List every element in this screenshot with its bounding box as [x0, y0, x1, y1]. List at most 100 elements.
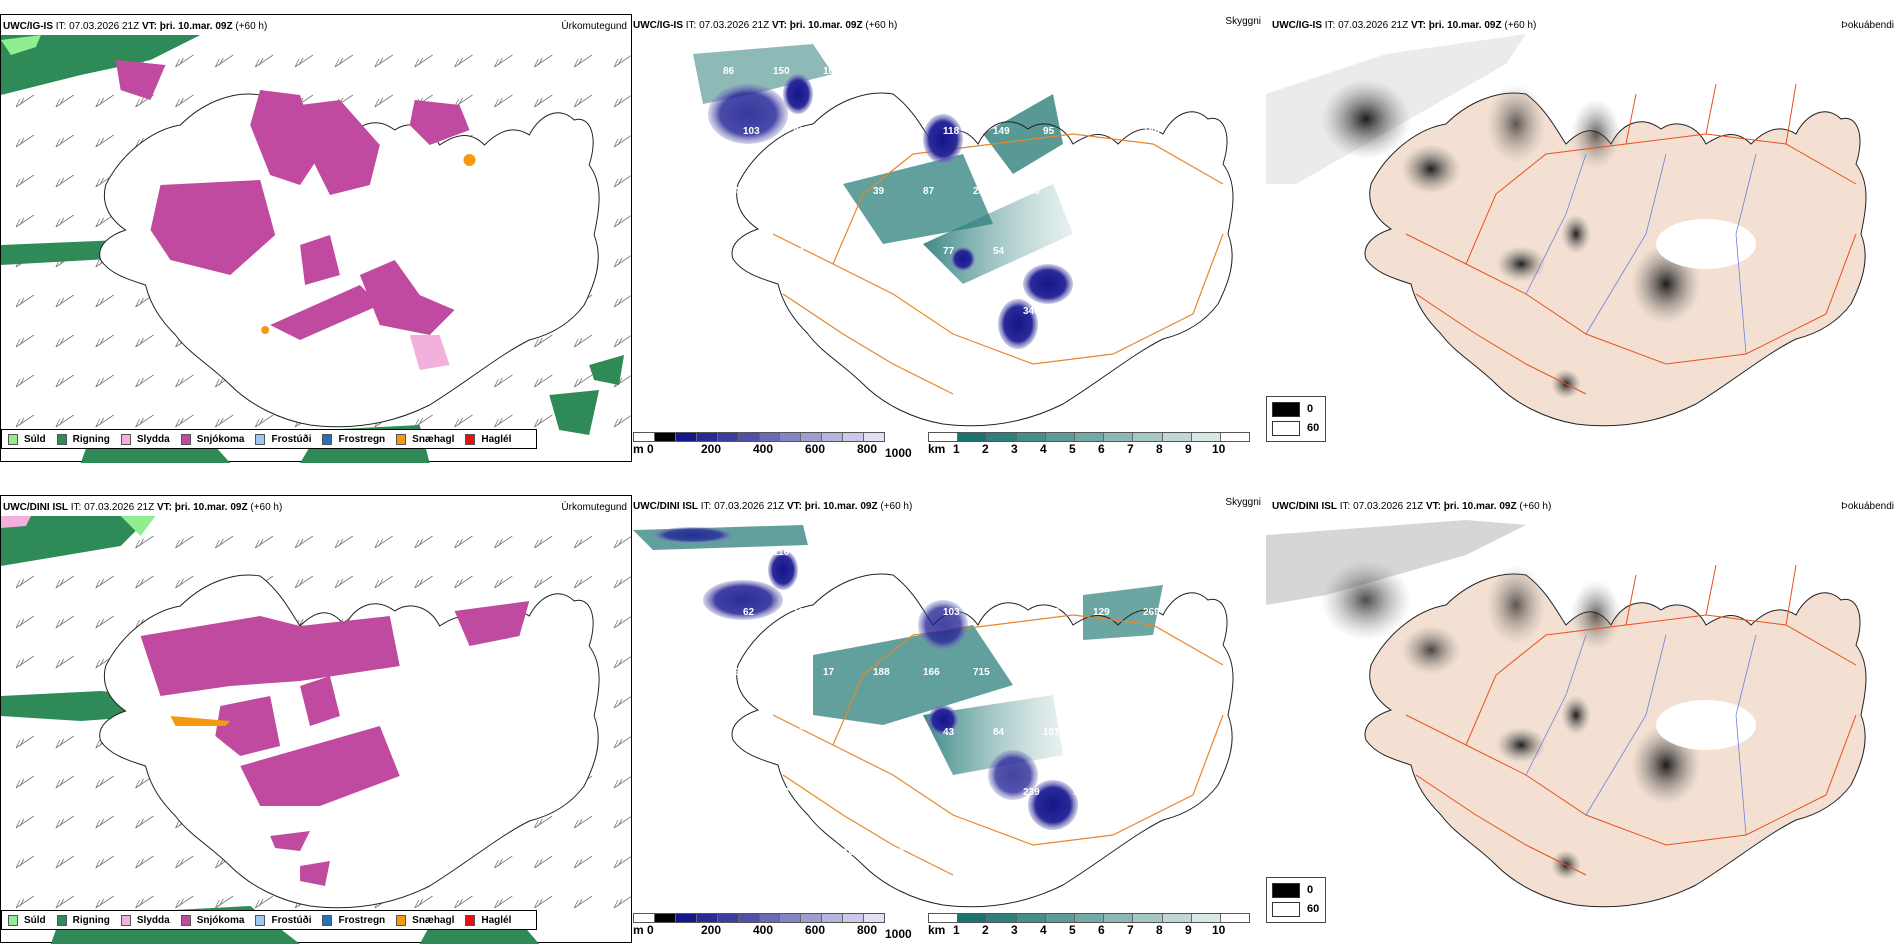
wind-barb-icon [15, 134, 35, 148]
visibility-value-label: 21 [843, 246, 855, 257]
snow-area [454, 601, 530, 646]
snow-area [150, 180, 276, 275]
wind-barb-icon [55, 735, 74, 749]
visibility-value-label: 60 [843, 727, 855, 738]
visibility-value-label: 86 [793, 126, 805, 137]
fog-indicator-map[interactable] [1266, 34, 1898, 462]
wind-barb-icon [454, 414, 473, 428]
wind-barb-icon [15, 174, 35, 188]
visibility-value-label: 239 [1023, 787, 1040, 798]
rain-area [1, 516, 151, 566]
ceiling-unit: m [633, 923, 644, 937]
visibility-value-label: 100 [1043, 607, 1060, 618]
wind-barb-icon [613, 55, 631, 68]
wind-barb-icon [533, 895, 553, 909]
colorbar-swatch [864, 433, 885, 441]
colorbar-swatch [987, 433, 1017, 441]
visibility-value-label: 116 [773, 547, 790, 558]
wind-barb-icon [613, 135, 631, 148]
colorbar-swatch [738, 433, 760, 441]
visibility-value-label: 23 [973, 186, 985, 197]
visibility-value-label: 102 [823, 547, 840, 558]
visibility-value-label: 185 [1143, 126, 1160, 137]
snow-area [359, 260, 455, 335]
visibility-panel-bottom: UWC/DINI ISL IT: 07.03.2026 21Z VT: þri.… [633, 495, 1265, 943]
colorbar-swatch [929, 433, 959, 441]
visibility-value-label: 159 [873, 787, 890, 798]
visibility-unit: km [928, 442, 946, 456]
visibility-unit: km [928, 923, 946, 937]
snow-pellets-area [170, 716, 231, 726]
visibility-value-label: 12 [743, 246, 755, 257]
roads [772, 614, 1224, 876]
colorbar-swatch [843, 433, 865, 441]
wind-barb-icon [175, 855, 194, 869]
wind-barb-icon [135, 815, 154, 829]
colorbar-swatch [675, 433, 697, 441]
lead-time: (+60 h) [1519, 501, 1552, 512]
visibility-value-label: 219 [723, 787, 740, 798]
snow-area [300, 676, 340, 726]
wind-barb-icon [254, 895, 274, 909]
wind-barb-icon [55, 575, 74, 589]
legend-item-freezing-drizzle: Frostúði [255, 433, 311, 445]
wind-barb-icon [294, 535, 314, 549]
visibility-value-label: 230 [1123, 186, 1140, 197]
visibility-map[interactable]: 86 150 103 239 134 98 255 104 203 103 86 75 108 118 14… [633, 34, 1265, 462]
wind-barb-icon [214, 535, 234, 549]
wind-barb-icon [573, 54, 593, 68]
wind-barb-icon [214, 54, 234, 68]
visibility-value-label: 118 [943, 126, 960, 137]
visibility-value-label: 269 [1143, 607, 1160, 618]
visibility-value-label: 17 [823, 667, 835, 678]
wind-barb-icon [573, 895, 593, 909]
field-title: Úrkomutegund [561, 21, 627, 32]
snow-pellets-area [463, 154, 476, 166]
colorbar-swatch [1104, 433, 1134, 441]
visibility-value-label: 203 [1123, 66, 1140, 77]
panel-header: UWC/IG-IS IT: 07.03.2026 21Z VT: þri. 10… [3, 21, 629, 35]
shade-legend: 0 60 [1266, 396, 1326, 442]
wind-barb-icon [254, 54, 274, 68]
fog-indicator-map[interactable] [1266, 515, 1898, 943]
wind-barb-icon [573, 575, 593, 589]
wind-barb-icon [613, 776, 631, 789]
wind-barb-icon [533, 334, 553, 348]
lead-time: (+60 h) [250, 502, 283, 513]
wind-barb-icon [334, 54, 354, 68]
precip-type-map[interactable] [1, 516, 631, 944]
colorbar-swatch [717, 914, 739, 922]
panel-header: UWC/DINI ISL IT: 07.03.2026 21Z VT: þri.… [633, 501, 1263, 515]
ceiling-unit: m [633, 442, 644, 456]
visibility-value-label: 86 [723, 66, 735, 77]
visibility-value-label: 65 [743, 366, 755, 377]
wind-barb-icon [214, 895, 234, 909]
precip-type-map[interactable] [1, 35, 631, 463]
wind-barb-icon [95, 94, 114, 108]
visibility-value-label: 77 [943, 246, 955, 257]
valid-time: VT: þri. 10.mar. 09Z [156, 502, 248, 513]
wind-barb-icon [135, 855, 154, 869]
wind-barb-icon [135, 895, 154, 909]
visibility-value-label: 104 [1073, 66, 1090, 77]
visibility-value-label: 285 [823, 186, 840, 197]
colorbar-swatch [822, 914, 844, 922]
visibility-map[interactable]: 154 116 102 65 83 92 263 156 74 62 101 135 85 103 235 1… [633, 515, 1265, 943]
wind-barb-icon [175, 374, 194, 388]
wind-barb-icon [414, 54, 433, 68]
colorbar-swatch [675, 914, 697, 922]
model-name: UWC/IG-IS [1272, 20, 1322, 31]
wind-barb-icon [494, 855, 513, 869]
fog-indicator-panel-top: UWC/IG-IS IT: 07.03.2026 21Z VT: þri. 10… [1266, 14, 1898, 462]
visibility-value-label: 149 [993, 126, 1010, 137]
wind-barb-icon [15, 615, 35, 629]
wind-barb-icon [135, 535, 154, 549]
wind-barb-icon [533, 94, 553, 108]
init-time: IT: 07.03.2026 21Z [55, 21, 140, 32]
colorbar-swatch [1162, 914, 1192, 922]
wind-barb-icon [15, 334, 35, 348]
visibility-value-label: 101 [793, 607, 810, 618]
field-title: Skyggni [1225, 497, 1261, 508]
visibility-value-label: 149 [1093, 126, 1110, 137]
visibility-value-label: 18 [843, 847, 855, 858]
